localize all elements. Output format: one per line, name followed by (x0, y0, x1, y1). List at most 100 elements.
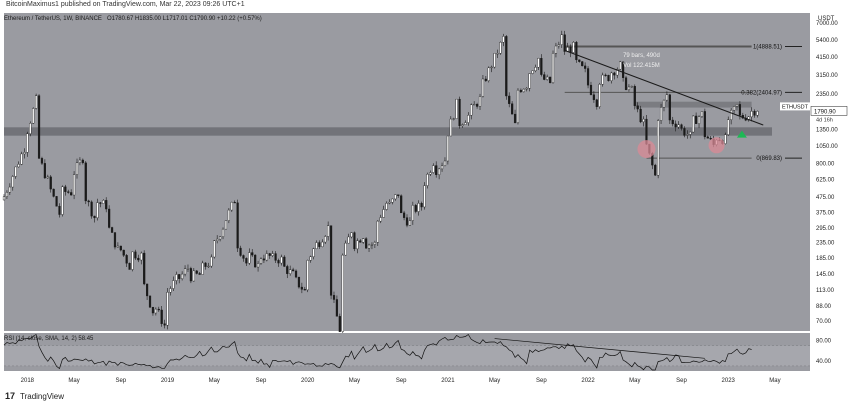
candle-body (99, 202, 102, 204)
candle-body (671, 119, 674, 125)
candle-body (294, 270, 298, 278)
price-tick-label: 625.00 (816, 177, 835, 183)
candle-body (654, 164, 657, 176)
price-tick-label: 800.00 (816, 161, 835, 167)
candle-body (151, 306, 155, 314)
candle-body (607, 75, 610, 81)
candle-body (496, 53, 499, 55)
price-pane[interactable] (4, 13, 810, 331)
candle-body (683, 128, 686, 136)
price-tick-label: 88.00 (816, 304, 832, 310)
candle-body (271, 253, 274, 256)
candle-body (540, 58, 543, 75)
candle-body (49, 176, 52, 190)
candle-body (543, 74, 546, 80)
candle-body (300, 286, 303, 290)
price-tick-label: 1050.00 (816, 144, 838, 150)
candle-body (627, 86, 631, 90)
candle-body (601, 74, 604, 85)
candle-body (674, 123, 677, 128)
time-axis[interactable] (4, 372, 810, 386)
candle-body (490, 66, 493, 69)
candle-body (169, 288, 172, 293)
candle-body (128, 263, 131, 270)
price-tick-label: 4150.00 (816, 55, 838, 61)
candle-body (689, 131, 692, 135)
price-axis[interactable] (810, 13, 850, 331)
candle-body (52, 188, 55, 197)
candle-body (35, 95, 38, 109)
price-tick-label: 145.00 (816, 272, 835, 278)
candle-body (487, 67, 490, 81)
tradingview-logo-icon: 17 (5, 391, 16, 401)
candle-body (29, 123, 32, 134)
candle-body (727, 119, 730, 135)
candle-body (43, 163, 46, 179)
candle-body (551, 53, 555, 84)
time-tick-label: Sep (115, 378, 126, 384)
candle-body (175, 274, 178, 281)
price-tick-label: 7000.00 (816, 21, 838, 27)
candle-body (426, 174, 429, 186)
symbol-legend: Ethereum / TetherUS, 1W, BINANCE O1780.6… (4, 16, 262, 22)
candle-body (306, 260, 309, 291)
candle-body (528, 73, 531, 89)
candle-body (265, 253, 268, 261)
candle-body (589, 84, 593, 95)
candle-body (575, 42, 578, 61)
candle-body (616, 68, 619, 76)
volume-annotation: Vol 122.415M (623, 63, 660, 69)
rsi-legend: RSI (14, close, SMA, 14, 2) 58.45 (4, 336, 94, 342)
candle-body (75, 162, 79, 175)
price-tick-label: 185.00 (816, 256, 835, 262)
candle-body (157, 308, 160, 311)
candle-body (309, 256, 312, 261)
fib-level-label: 0.382(2404.97) (741, 90, 782, 96)
candle-body (58, 206, 61, 215)
publish-bar: BitcoinMaximus1 published on TradingView… (0, 0, 850, 12)
candle-body (259, 258, 263, 264)
candle-body (332, 295, 336, 300)
publish-info: BitcoinMaximus1 published on TradingView… (6, 1, 245, 8)
resistance-box (634, 101, 752, 108)
candle-body (17, 164, 20, 168)
candle-body (432, 165, 435, 173)
candle-body (657, 120, 660, 176)
candle-body (40, 158, 44, 164)
candle-body (473, 104, 476, 106)
support-touch-circle (708, 137, 725, 154)
candle-body (274, 253, 277, 261)
candle-body (154, 308, 157, 314)
candle-body (373, 242, 376, 245)
price-tick-label: 3150.00 (816, 73, 838, 79)
candle-body (467, 115, 470, 123)
candle-body (513, 113, 517, 124)
candle-body (382, 209, 385, 218)
candle-body (327, 225, 330, 237)
candle-body (534, 67, 537, 72)
candle-body (732, 106, 736, 111)
candle-body (411, 205, 414, 221)
candle-body (438, 168, 441, 175)
time-tick-label: May (769, 378, 780, 384)
candle-body (84, 162, 87, 202)
candle-body (96, 202, 99, 219)
candle-body (548, 76, 552, 84)
candle-body (554, 45, 558, 54)
countdown-label: 4d 16h (816, 117, 833, 123)
candle-body (499, 42, 502, 54)
candle-body (224, 220, 228, 230)
candle-body (78, 159, 82, 163)
candle-body (2, 196, 6, 201)
candle-body (192, 270, 195, 282)
time-tick-label: 2022 (581, 378, 595, 384)
rsi-axis[interactable] (810, 333, 850, 371)
candle-body (659, 107, 663, 121)
candle-body (735, 104, 739, 107)
candle-body (560, 34, 563, 45)
candle-body (283, 256, 286, 267)
candle-body (642, 118, 645, 123)
candle-body (90, 201, 93, 217)
time-tick-label: 2019 (161, 378, 175, 384)
candle-body (452, 118, 455, 120)
